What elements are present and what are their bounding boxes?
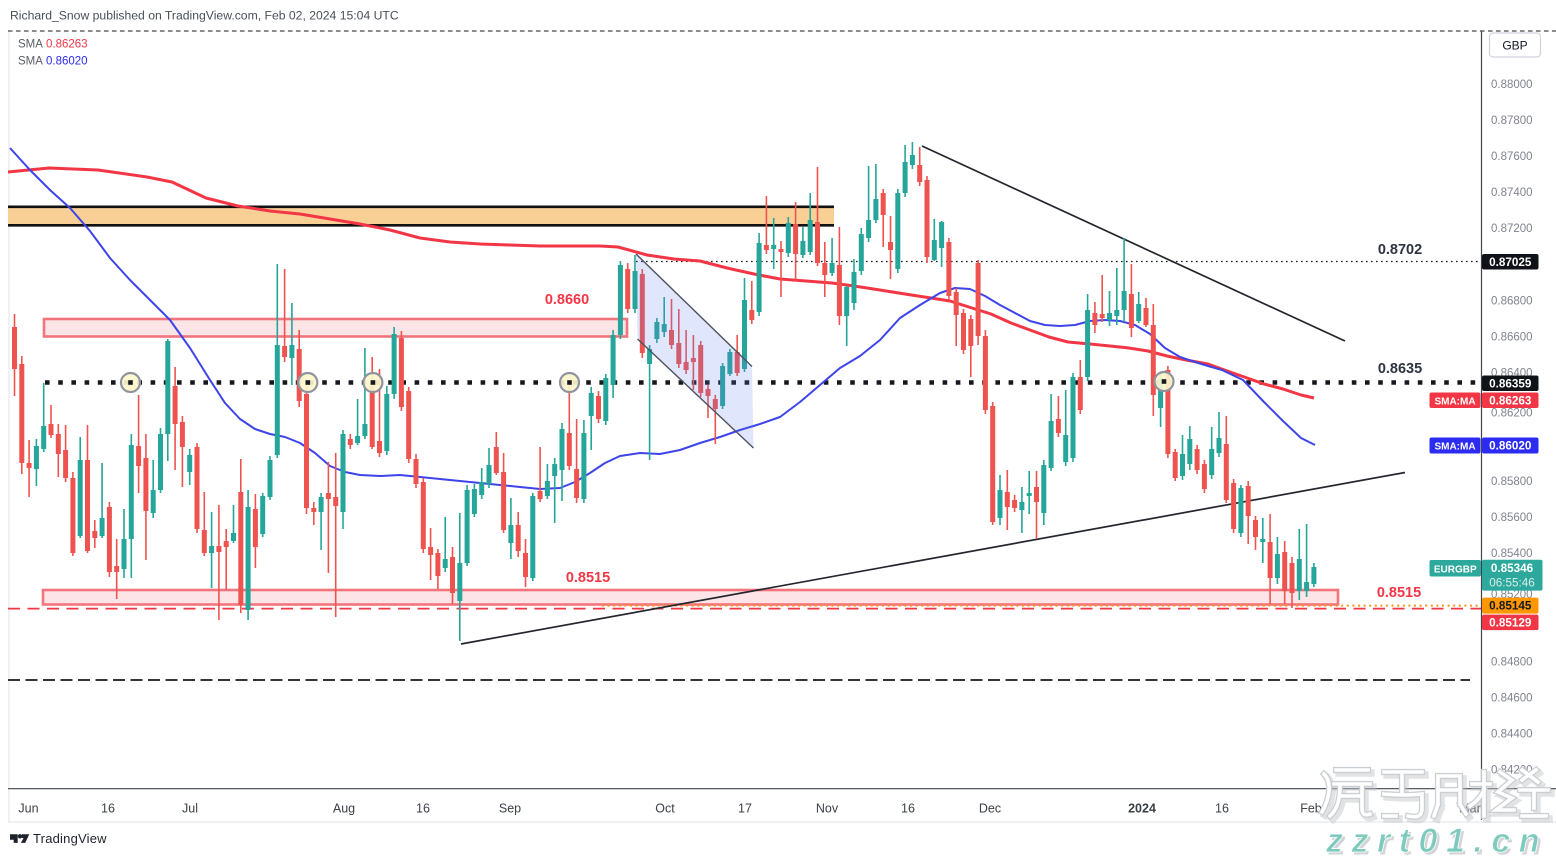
svg-text:0.86800: 0.86800 <box>1491 295 1533 307</box>
svg-text:SMA:MA: SMA:MA <box>1434 442 1475 453</box>
svg-text:SMA: SMA <box>18 55 43 67</box>
svg-text:16: 16 <box>901 802 915 816</box>
svg-text:Oct: Oct <box>655 802 675 816</box>
svg-text:06:55:46: 06:55:46 <box>1489 577 1535 590</box>
svg-text:0.88000: 0.88000 <box>1491 79 1533 91</box>
svg-text:16: 16 <box>1215 802 1229 816</box>
svg-text:16: 16 <box>101 802 115 816</box>
svg-text:0.85600: 0.85600 <box>1491 512 1533 524</box>
svg-text:0.85145: 0.85145 <box>1489 600 1532 613</box>
svg-text:0.84800: 0.84800 <box>1491 656 1533 668</box>
svg-text:0.86020: 0.86020 <box>46 55 88 67</box>
svg-text:Richard_Snow published on Trad: Richard_Snow published on TradingView.co… <box>10 9 399 23</box>
svg-text:Feb: Feb <box>1300 802 1322 816</box>
svg-text:Sep: Sep <box>499 802 521 816</box>
svg-text:0.87600: 0.87600 <box>1491 151 1533 163</box>
svg-text:0.87200: 0.87200 <box>1491 223 1533 235</box>
svg-text:0.86600: 0.86600 <box>1491 332 1533 344</box>
svg-text:Nov: Nov <box>816 802 839 816</box>
svg-text:TradingView: TradingView <box>33 831 107 846</box>
svg-text:0.8660: 0.8660 <box>545 292 589 308</box>
svg-text:0.84400: 0.84400 <box>1491 729 1533 741</box>
svg-text:0.87400: 0.87400 <box>1491 187 1533 199</box>
svg-text:0.8702: 0.8702 <box>1378 242 1422 258</box>
svg-text:0.8515: 0.8515 <box>566 570 610 586</box>
svg-text:SMA:MA: SMA:MA <box>1434 396 1475 407</box>
svg-text:16: 16 <box>416 802 430 816</box>
svg-text:0.87025: 0.87025 <box>1489 256 1532 269</box>
svg-text:0.8515: 0.8515 <box>1377 585 1421 601</box>
svg-text:0.84600: 0.84600 <box>1491 693 1533 705</box>
svg-text:0.86263: 0.86263 <box>1489 394 1532 407</box>
svg-text:0.8635: 0.8635 <box>1378 361 1422 377</box>
svg-text:SMA: SMA <box>18 39 43 51</box>
svg-text:0.87800: 0.87800 <box>1491 115 1533 127</box>
svg-text:Jun: Jun <box>18 802 38 816</box>
svg-text:2024: 2024 <box>1128 802 1156 816</box>
svg-text:0.85800: 0.85800 <box>1491 476 1533 488</box>
svg-text:0.85129: 0.85129 <box>1489 616 1532 629</box>
svg-text:Jul: Jul <box>182 802 198 816</box>
svg-text:zzrt01.cn: zzrt01.cn <box>1325 822 1548 857</box>
svg-text:0.86359: 0.86359 <box>1489 377 1532 390</box>
svg-text:0.85400: 0.85400 <box>1491 548 1533 560</box>
svg-text:Dec: Dec <box>979 802 1001 816</box>
svg-text:0.86020: 0.86020 <box>1489 440 1532 453</box>
svg-text:zzrt01.cn: zzrt01.cn <box>1328 825 1551 857</box>
svg-text:0.86200: 0.86200 <box>1491 408 1533 420</box>
svg-text:0.86263: 0.86263 <box>46 39 88 51</box>
svg-text:GBP: GBP <box>1502 38 1527 52</box>
svg-text:Aug: Aug <box>333 802 355 816</box>
svg-text:EURGBP: EURGBP <box>1434 564 1477 575</box>
svg-text:17: 17 <box>738 802 752 816</box>
svg-text:0.85346: 0.85346 <box>1491 562 1534 575</box>
